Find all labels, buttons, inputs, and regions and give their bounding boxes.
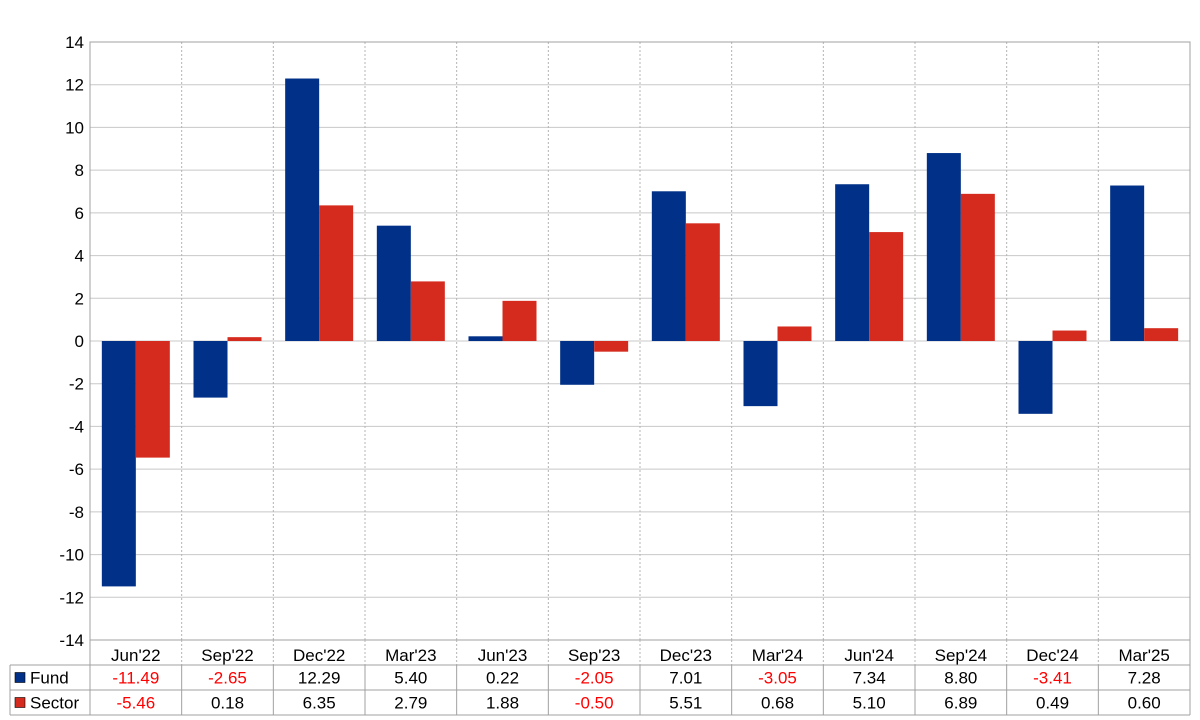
y-tick-label: -10 — [59, 546, 84, 565]
bar-fund — [560, 341, 595, 385]
data-label: 7.34 — [853, 669, 886, 688]
x-tick-label: Mar'23 — [385, 646, 436, 665]
data-label: 0.68 — [761, 694, 794, 713]
bar-sector — [777, 326, 812, 341]
bar-fund — [743, 341, 778, 407]
bar-fund — [835, 184, 870, 341]
data-label: 7.01 — [669, 669, 702, 688]
x-tick-label: Sep'24 — [935, 646, 987, 665]
x-tick-label: Sep'22 — [201, 646, 253, 665]
x-tick-label: Jun'23 — [478, 646, 528, 665]
bar-fund — [1018, 341, 1053, 414]
bars — [101, 78, 1179, 587]
y-tick-label: 12 — [65, 76, 84, 95]
data-label: 7.28 — [1128, 669, 1161, 688]
data-label: -3.05 — [758, 669, 797, 688]
data-label: 2.79 — [394, 694, 427, 713]
y-tick-label: 2 — [75, 289, 84, 308]
data-label: 8.80 — [944, 669, 977, 688]
y-tick-label: 8 — [75, 161, 84, 180]
y-tick-label: -4 — [69, 417, 84, 436]
bar-fund — [651, 191, 686, 341]
data-label: -3.41 — [1033, 669, 1072, 688]
x-tick-label: Jun'22 — [111, 646, 161, 665]
data-label: 6.89 — [944, 694, 977, 713]
grid — [89, 41, 1191, 665]
x-tick-label: Dec'24 — [1026, 646, 1078, 665]
data-label: 12.29 — [298, 669, 341, 688]
x-tick-label: Sep'23 — [568, 646, 620, 665]
data-label: 0.22 — [486, 669, 519, 688]
bar-sector — [1052, 330, 1087, 341]
bar-fund — [1110, 185, 1145, 341]
bar-sector — [869, 232, 904, 341]
data-label: 5.10 — [853, 694, 886, 713]
bar-sector — [410, 281, 445, 341]
bar-fund — [101, 341, 136, 587]
data-label: -11.49 — [112, 669, 159, 688]
bar-fund — [376, 225, 411, 341]
y-tick-label: -8 — [69, 503, 84, 522]
x-tick-label: Mar'25 — [1118, 646, 1169, 665]
bar-sector — [135, 341, 170, 458]
x-axis: Jun'22 Sep'22 Dec'22 Mar'23 Jun'23 Sep'23 Dec'… — [111, 646, 1170, 665]
series-name: Sector — [30, 694, 79, 713]
data-label: 0.60 — [1128, 694, 1161, 713]
data-label: 5.40 — [394, 669, 427, 688]
data-label: -0.50 — [575, 694, 614, 713]
y-tick-label: 14 — [65, 33, 84, 52]
data-label: -2.65 — [208, 669, 247, 688]
data-label: 0.49 — [1036, 694, 1069, 713]
bar-fund — [468, 336, 503, 341]
bar-sector — [1144, 328, 1179, 341]
y-axis: 14 12 10 8 6 4 2 0 -2 -4 -6 -8 -10 -12 -14 — [59, 33, 84, 650]
x-tick-label: Jun'24 — [844, 646, 894, 665]
bar-sector — [502, 300, 537, 341]
bar-sector — [227, 337, 262, 341]
bar-fund — [193, 341, 228, 398]
y-tick-label: -12 — [59, 588, 84, 607]
y-tick-label: -14 — [59, 631, 84, 650]
data-label: 1.88 — [486, 694, 519, 713]
bar-sector — [960, 193, 995, 341]
data-label: -5.46 — [116, 694, 155, 713]
y-tick-label: 0 — [75, 332, 84, 351]
bar-sector — [685, 223, 720, 341]
data-label: 0.18 — [211, 694, 244, 713]
y-tick-label: -2 — [69, 375, 84, 394]
series-name: Fund — [30, 669, 69, 688]
y-tick-label: 10 — [65, 118, 84, 137]
x-tick-label: Dec'22 — [293, 646, 345, 665]
y-tick-label: 6 — [75, 204, 84, 223]
data-label: -2.05 — [575, 669, 614, 688]
bar-sector — [594, 341, 629, 352]
legend-swatch-fund — [14, 672, 26, 683]
legend-swatch-sector — [14, 697, 26, 708]
bar-fund — [926, 153, 961, 341]
bar-fund — [285, 78, 320, 341]
x-tick-label: Dec'23 — [660, 646, 712, 665]
data-label: 6.35 — [303, 694, 336, 713]
data-table: Fund -11.49 -2.65 12.29 5.40 0.22 -2.05 7.01 -3.… — [9, 640, 1191, 716]
bar-sector — [319, 205, 354, 341]
x-tick-label: Mar'24 — [752, 646, 803, 665]
data-label: 5.51 — [669, 694, 702, 713]
y-tick-label: 4 — [75, 247, 84, 266]
y-tick-label: -6 — [69, 460, 84, 479]
